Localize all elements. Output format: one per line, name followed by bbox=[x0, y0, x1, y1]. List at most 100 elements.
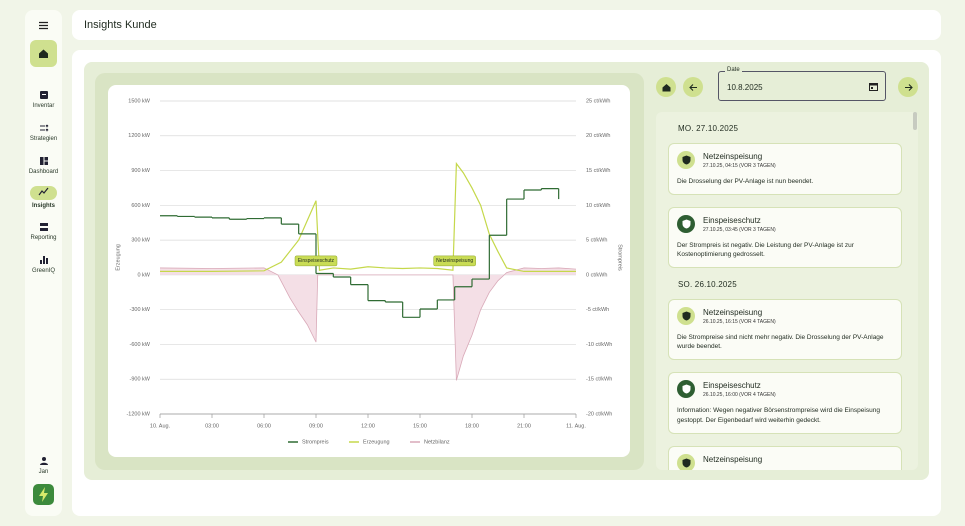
nav-item[interactable]: Inventar bbox=[25, 90, 62, 109]
y-tick-label: 600 kW bbox=[131, 203, 150, 209]
event-text: Die Strompreise sind nicht mehr negativ.… bbox=[677, 334, 884, 351]
legend-label: Netzbilanz bbox=[424, 439, 450, 445]
event-card[interactable]: Netzeinspeisung bbox=[668, 445, 902, 470]
nav-label: GreenIQ bbox=[31, 268, 55, 274]
y2-tick-label: -10 ct/kWh bbox=[586, 342, 612, 348]
annotation-box bbox=[294, 255, 338, 267]
home-button[interactable] bbox=[656, 77, 676, 97]
y2-tick-label: -20 ct/kWh bbox=[586, 411, 612, 417]
event-text: Die Drosselung der PV-Anlage ist nun bee… bbox=[677, 178, 814, 185]
event-head: Netzeinspeisung 27.10.25, 04:15 (VOR 3 TA… bbox=[677, 151, 893, 169]
event-head-text: Netzeinspeisung 27.10.25, 04:15 (VOR 3 TA… bbox=[703, 151, 776, 169]
event-head-text: Netzeinspeisung bbox=[703, 454, 762, 464]
calendar-icon[interactable] bbox=[869, 82, 878, 91]
event-date: SO. 26.10.2025 bbox=[678, 280, 737, 290]
event-title: Einspeiseschutz bbox=[703, 216, 761, 226]
event-icon bbox=[677, 307, 695, 326]
event-title: Netzeinspeisung bbox=[703, 152, 763, 161]
event-list: MO. 27.10.2025 Netzeinspeisung 27.10.25, 0… bbox=[656, 112, 918, 470]
x-tick-label: 15:00 bbox=[413, 423, 427, 429]
date-picker[interactable]: Date 10.8.2025 bbox=[718, 67, 886, 101]
nav-item[interactable]: Insights bbox=[25, 186, 62, 209]
y-tick-label: 0 kW bbox=[137, 272, 150, 278]
x-tick-label: 03:00 bbox=[205, 423, 219, 429]
y-tick-label: -600 kW bbox=[130, 342, 151, 348]
next-button[interactable] bbox=[898, 77, 918, 97]
nav-item[interactable]: Dashboard bbox=[25, 156, 62, 175]
event-title: Netzeinspeisung bbox=[703, 454, 763, 464]
nav-label: Insights bbox=[31, 203, 55, 209]
event-title: Netzeinspeisung bbox=[703, 308, 763, 318]
event-head: Einspeiseschutz 27.10.25, 03:45 (VOR 3 TA… bbox=[677, 215, 893, 234]
nav-item[interactable]: GreenIQ bbox=[25, 255, 62, 274]
y2-tick-label: 25 ct/kWh bbox=[586, 98, 610, 104]
date-value: 10.8.2025 bbox=[727, 83, 763, 92]
x-tick-label: 11. Aug. bbox=[566, 423, 586, 429]
event-head-text: Einspeiseschutz 27.10.25, 03:45 (VOR 3 TA… bbox=[703, 215, 776, 233]
x-tick-label: 09:00 bbox=[309, 423, 323, 429]
sidebar: Inventar Strategien Dashboard Insights R… bbox=[25, 10, 62, 516]
event-card[interactable]: Netzeinspeisung 27.10.25, 04:15 (VOR 3 TA… bbox=[668, 143, 902, 196]
x-tick-label: 10. Aug. bbox=[150, 423, 171, 429]
nav-item[interactable]: Strategien bbox=[25, 123, 62, 142]
annotation-label: Einspeiseschutz bbox=[298, 258, 335, 264]
previous-button[interactable] bbox=[683, 77, 703, 97]
event-time: 27.10.25, 04:15 (VOR 3 TAGEN) bbox=[703, 163, 776, 169]
y2-tick-label: -15 ct/kWh bbox=[586, 377, 612, 383]
y-axis-label: Erzeugung bbox=[115, 244, 121, 271]
nav-label: Inventar bbox=[32, 103, 55, 109]
page-title: Insights Kunde bbox=[84, 19, 157, 31]
header: Insights Kunde bbox=[72, 10, 941, 40]
event-head: Netzeinspeisung bbox=[677, 453, 893, 470]
annotation-label: Netzeinspeisung bbox=[436, 258, 473, 264]
event-text: Information: Wegen negativer Börsenstrom… bbox=[677, 407, 880, 424]
event-head: Netzeinspeisung 26.10.25, 16:15 (VOR 4 TA… bbox=[677, 307, 893, 326]
x-tick-label: 12:00 bbox=[361, 423, 375, 429]
nav-label: Dashboard bbox=[28, 169, 59, 175]
event-icon bbox=[677, 215, 695, 234]
y-tick-label: 900 kW bbox=[131, 168, 150, 174]
home-button[interactable] bbox=[30, 40, 57, 67]
x-tick-label: 18:00 bbox=[465, 423, 479, 429]
annotation-box bbox=[433, 255, 476, 267]
area-fill bbox=[160, 267, 576, 381]
y-tick-label: 1500 kW bbox=[128, 98, 151, 104]
y2-tick-label: -5 ct/kWh bbox=[586, 307, 609, 313]
y-tick-label: 1200 kW bbox=[128, 133, 151, 139]
y-tick-label: 300 kW bbox=[131, 238, 150, 244]
y2-tick-label: 0 ct/kWh bbox=[586, 272, 607, 278]
date-label: Date bbox=[725, 67, 742, 73]
event-head: Einspeiseschutz 26.10.25, 16:00 (VOR 4 TA… bbox=[677, 380, 893, 399]
menu-icon[interactable] bbox=[38, 21, 49, 30]
event-time: 26.10.25, 16:15 (VOR 4 TAGEN) bbox=[703, 319, 776, 326]
event-card[interactable]: Netzeinspeisung 26.10.25, 16:15 (VOR 4 TA… bbox=[668, 299, 902, 361]
event-title: Einspeiseschutz bbox=[703, 381, 761, 391]
y-tick-label: -1200 kW bbox=[126, 411, 150, 417]
user-menu[interactable]: Jan bbox=[25, 456, 62, 475]
event-text: Der Strompreis ist negativ. Die Leistung… bbox=[677, 242, 854, 259]
event-time: 26.10.25, 16:00 (VOR 4 TAGEN) bbox=[703, 392, 776, 399]
y2-tick-label: 20 ct/kWh bbox=[586, 133, 610, 139]
event-card[interactable]: Einspeiseschutz 26.10.25, 16:00 (VOR 4 TA… bbox=[668, 372, 902, 434]
y-tick-label: -900 kW bbox=[130, 377, 151, 383]
nav-label: Strategien bbox=[29, 136, 58, 142]
y-tick-label: -300 kW bbox=[130, 307, 151, 313]
nav-label: Reporting bbox=[30, 235, 57, 241]
logo bbox=[33, 484, 54, 505]
scrollbar-thumb[interactable] bbox=[913, 112, 917, 130]
event-card[interactable]: Einspeiseschutz 27.10.25, 03:45 (VOR 3 TA… bbox=[668, 207, 902, 269]
y2-tick-label: 15 ct/kWh bbox=[586, 168, 610, 174]
x-tick-label: 21:00 bbox=[517, 423, 531, 429]
nav-item[interactable]: Reporting bbox=[25, 222, 62, 241]
event-icon bbox=[677, 151, 695, 169]
event-time: 27.10.25, 03:45 (VOR 3 TAGEN) bbox=[703, 227, 776, 234]
legend-label: Erzeugung bbox=[363, 439, 390, 445]
event-date: MO. 27.10.2025 bbox=[678, 124, 739, 133]
y2-tick-label: 5 ct/kWh bbox=[586, 238, 607, 244]
chart: 1500 kW 1200 kW 900 kW 600 kW 300 kW 0 kW -300… bbox=[115, 98, 622, 445]
event-head-text: Einspeiseschutz 26.10.25, 16:00 (VOR 4 TA… bbox=[703, 380, 776, 398]
event-icon bbox=[677, 380, 695, 399]
user-name: Jan bbox=[38, 469, 49, 475]
